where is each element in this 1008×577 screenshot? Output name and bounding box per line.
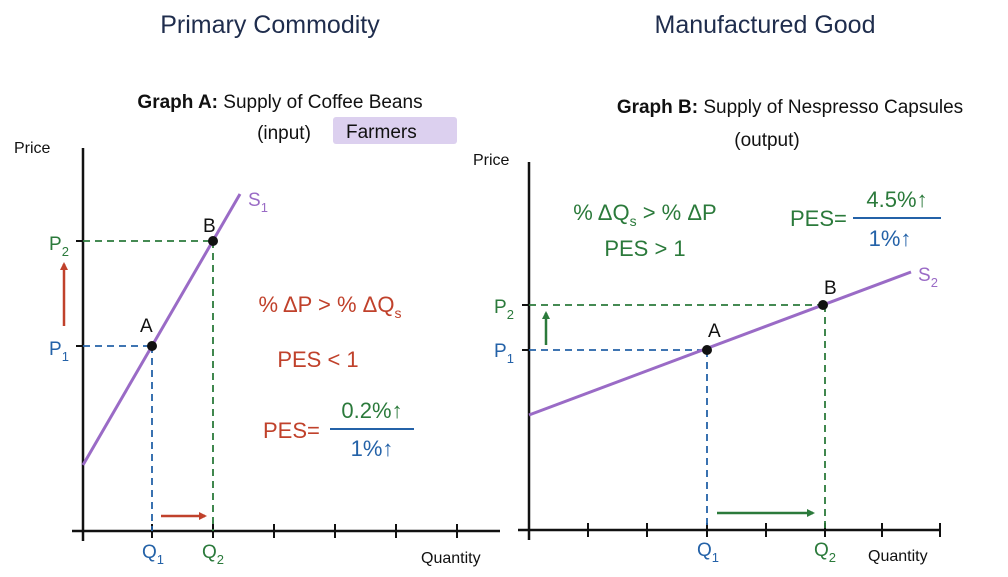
graph-b-pes-numerator: 4.5%↑ [866,187,927,212]
graph-a-relation: % ΔP > % ΔQs [259,292,402,321]
graph-b-pes-statement: PES > 1 [604,236,685,261]
graph-a-q2-label: Q2 [202,542,224,567]
graph-b-subtitle: (output) [734,130,799,151]
header-primary-commodity: Primary Commodity [160,11,380,39]
graph-b-relation: % ΔQs > % ΔP [573,200,716,229]
graph-a-point-a-label: A [140,316,153,337]
graph-a-x-label: Quantity [421,550,481,567]
graph-a-ticks [76,240,458,538]
graph-a-pes-numerator: 0.2%↑ [341,398,402,423]
graph-a-title-text: Supply of Coffee Beans [223,92,422,113]
graph-a-point-b-label: B [203,216,216,237]
graph-b-q2-label: Q2 [814,540,836,565]
graph-a-title: Graph A: Supply of Coffee Beans [137,92,422,113]
graph-b-title: Graph B: Supply of Nespresso Capsules [617,97,963,118]
graph-a-y-label: Price [14,140,51,157]
graph-a-p2-label: P2 [49,234,69,259]
graph-a-pes-statement: PES < 1 [277,347,358,372]
graph-a-point-b [208,236,218,246]
farmers-tag [333,117,457,144]
supply-curve-s2 [528,270,912,417]
graph-a-subtitle: (input) [257,123,311,144]
graph-b-title-text: Supply of Nespresso Capsules [703,97,963,118]
graph-b-title-bold: Graph B: [617,97,698,118]
graph-b-q1-label: Q1 [697,540,719,565]
supply-curve-s1 [81,193,242,466]
graph-b-pes-prefix: PES= [790,206,847,231]
graph-b-point-a-label: A [708,321,721,342]
header-manufactured-good: Manufactured Good [655,11,876,39]
graph-a-pes-denominator: 1%↑ [351,436,394,461]
graph-b-p2-label: P2 [494,297,514,322]
graph-a-point-a [147,341,157,351]
graph-b-y-label: Price [473,152,510,169]
graph-b-p1-label: P1 [494,341,514,366]
graph-a-p1-label: P1 [49,339,69,364]
graph-b-pes-denominator: 1%↑ [869,226,912,251]
graph-a-title-bold: Graph A: [137,92,218,113]
graph-b-x-label: Quantity [868,548,928,565]
graph-b-point-b [818,300,828,310]
graph-b: Graph B: Supply of Nespresso Capsules (o… [473,97,963,565]
graph-a-q1-label: Q1 [142,542,164,567]
graph-a: Graph A: Supply of Coffee Beans (input) … [14,92,500,567]
graph-b-point-b-label: B [824,278,837,299]
s2-label: S2 [918,265,938,290]
s1-label: S1 [248,190,268,215]
graph-b-point-a [702,345,712,355]
graph-a-pes-prefix: PES= [263,418,320,443]
farmers-tag-label: Farmers [346,122,417,143]
